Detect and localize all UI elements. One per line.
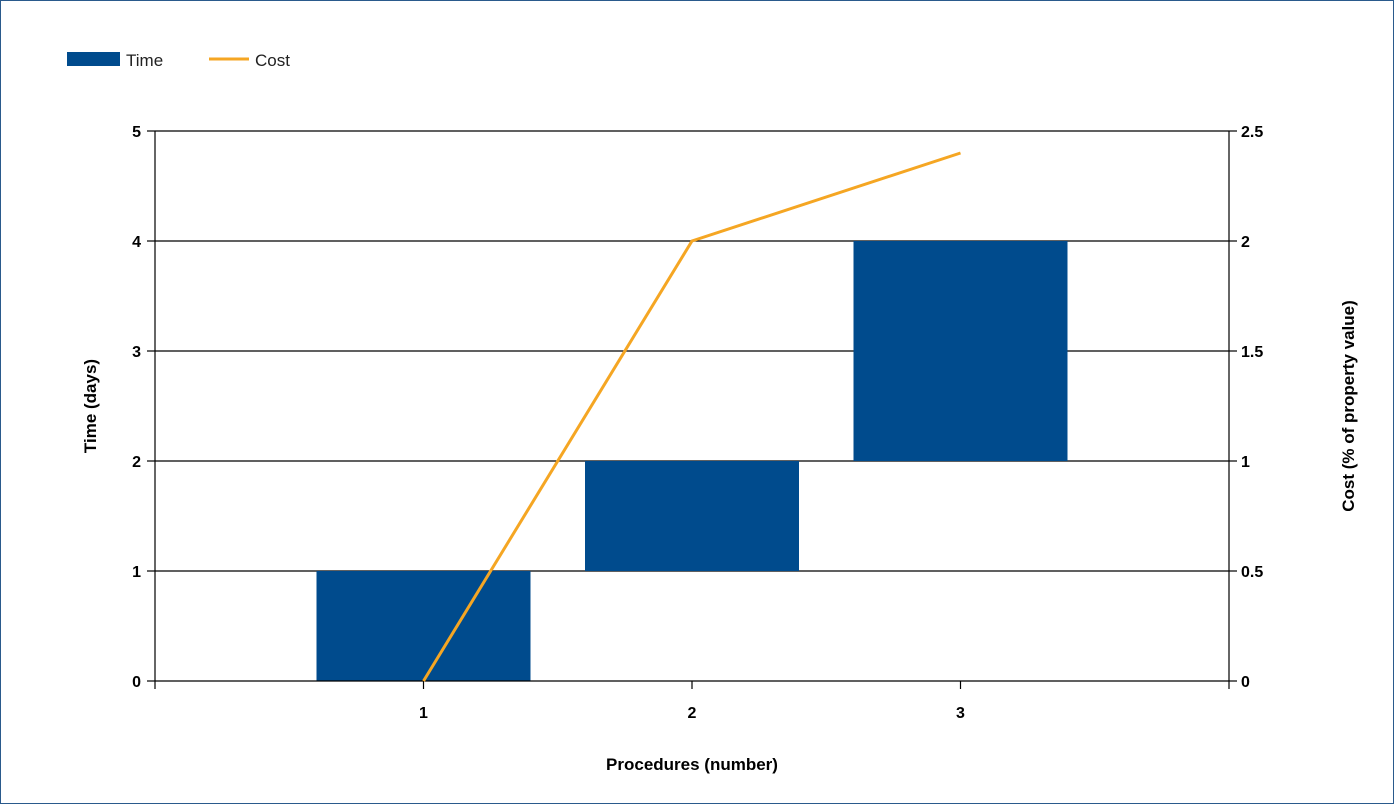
y-left-tick-label: 2 (132, 454, 141, 471)
y-right-tick-label: 1 (1241, 454, 1250, 471)
x-tick-label: 1 (419, 705, 428, 722)
legend: Time Cost (67, 51, 290, 70)
time-bar (853, 241, 1068, 461)
legend-label-cost: Cost (255, 51, 290, 70)
y-left-tick-label: 1 (132, 564, 141, 581)
y-left-axis-title: Time (days) (81, 359, 100, 453)
y-right-tick-label: 0.5 (1241, 564, 1263, 581)
time-bar (316, 571, 531, 681)
x-tick-label: 3 (956, 705, 965, 722)
y-left-tick-label: 3 (132, 344, 141, 361)
time-bar (585, 461, 799, 571)
legend-swatch-time (67, 52, 120, 66)
tick-labels: 0 1 2 3 4 5 0 0.5 1 1.5 2 2.5 1 2 3 (132, 124, 1263, 722)
time-bars (316, 241, 1068, 681)
y-right-tick-label: 2 (1241, 234, 1250, 251)
y-left-tick-label: 4 (132, 234, 141, 251)
cost-line (422, 151, 961, 682)
axes (147, 130, 1237, 689)
x-axis-title: Procedures (number) (606, 755, 778, 774)
y-right-tick-label: 0 (1241, 674, 1250, 691)
x-tick-label: 2 (688, 705, 697, 722)
legend-label-time: Time (126, 51, 163, 70)
y-right-tick-label: 2.5 (1241, 124, 1263, 141)
y-left-tick-label: 5 (132, 124, 141, 141)
y-left-tick-label: 0 (132, 674, 141, 691)
y-right-tick-label: 1.5 (1241, 344, 1263, 361)
y-right-axis-title: Cost (% of property value) (1339, 300, 1358, 512)
